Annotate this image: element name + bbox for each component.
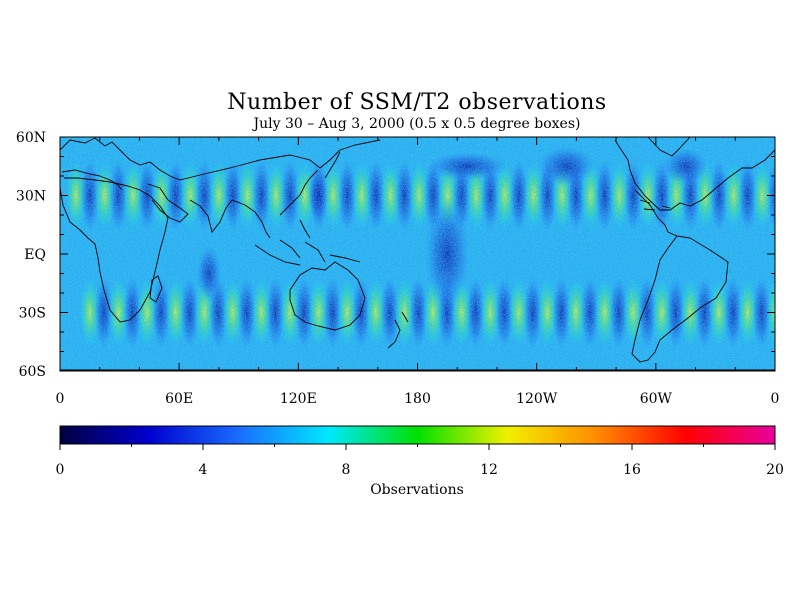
- lon-tick-label: 120E: [280, 391, 317, 407]
- coastline-africa: [60, 177, 169, 323]
- map-subtitle: July 30 – Aug 3, 2000 (0.5 x 0.5 degree …: [253, 116, 581, 132]
- colorbar-gradient: [59, 425, 776, 445]
- coastline-south-america: [631, 235, 729, 363]
- coastline-north-america: [614, 139, 775, 211]
- colorbar: 0 4 8 12 16 20: [56, 425, 784, 478]
- colorbar-tick-label: 8: [342, 462, 351, 478]
- lon-tick-label: 0: [771, 391, 780, 407]
- lon-tick-label: 60W: [640, 391, 673, 407]
- coastline-india: [189, 199, 233, 233]
- lat-tick-label: 30N: [16, 189, 46, 205]
- colorbar-label: Observations: [370, 482, 464, 498]
- noise-texture-2: [60, 137, 775, 371]
- coastline-australia: [289, 261, 366, 331]
- lat-tick-label: 60S: [19, 364, 46, 380]
- coastline-east-asia: [231, 169, 319, 239]
- latitude-axis: 60N 30N EQ 30S 60S: [16, 130, 775, 380]
- lon-tick-label: 0: [56, 391, 65, 407]
- coastline-caribbean: [639, 199, 671, 211]
- coastline-new-zealand: [387, 311, 409, 349]
- colorbar-ticks: 0 4 8 12 16 20: [56, 444, 784, 478]
- coastline-arabia: [147, 183, 189, 223]
- lon-tick-label: 60E: [165, 391, 193, 407]
- coastline-mediterranean: [61, 169, 123, 191]
- map-area: [60, 137, 799, 371]
- coastline-greenland: [647, 137, 691, 157]
- colorbar-tick-label: 4: [199, 462, 208, 478]
- coastline-asia: [179, 139, 381, 181]
- coastline-philippines: [299, 219, 311, 239]
- lat-tick-label: EQ: [24, 247, 46, 263]
- lat-tick-label: 60N: [16, 130, 46, 146]
- colorbar-tick-label: 20: [766, 462, 784, 478]
- map-title: Number of SSM/T2 observations: [227, 90, 607, 115]
- coastline-indonesia: [254, 239, 361, 266]
- lon-tick-label: 120W: [516, 391, 558, 407]
- colorbar-tick-label: 0: [56, 462, 65, 478]
- longitude-axis: 0 60E 120E 180 120W 60W 0: [56, 137, 780, 407]
- lon-tick-label: 180: [404, 391, 431, 407]
- swath-low-band: [781, 277, 799, 349]
- coastline-japan: [324, 151, 341, 179]
- coastline-europe: [60, 137, 181, 181]
- colorbar-tick-label: 12: [480, 462, 498, 478]
- colorbar-tick-label: 16: [623, 462, 641, 478]
- coastline-madagascar: [149, 275, 163, 303]
- lat-tick-label: 30S: [19, 306, 46, 322]
